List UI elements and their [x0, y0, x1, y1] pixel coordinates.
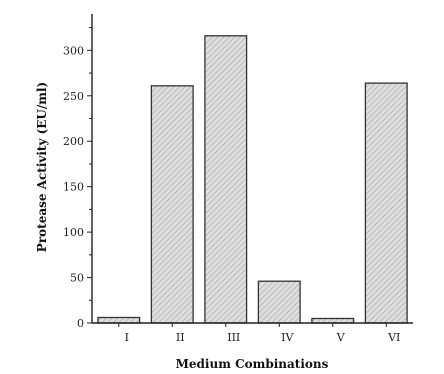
y-tick-label-0: 0 — [77, 317, 84, 330]
y-axis: 0 50 100 150 200 250 300 — [63, 14, 93, 330]
y-axis-title: Protease Activity (EU/ml) — [35, 82, 49, 252]
y-tick-label-50: 50 — [70, 272, 84, 285]
bar-III — [204, 35, 248, 324]
y-tick-label-250: 250 — [63, 90, 84, 103]
y-tick-label-300: 300 — [63, 44, 84, 57]
x-tick-label-I: I — [125, 331, 129, 344]
x-axis: I II III IV V VI — [92, 322, 413, 344]
bar-IV — [257, 280, 301, 324]
x-axis-title: Medium Combinations — [176, 357, 329, 371]
y-tick-label-150: 150 — [63, 181, 84, 194]
bar-II — [150, 85, 194, 324]
x-tick-label-IV: IV — [281, 331, 294, 344]
x-tick-label-II: II — [176, 331, 185, 344]
y-tick-label-200: 200 — [63, 135, 84, 148]
x-tick-label-V: V — [336, 331, 346, 344]
bar-I — [97, 316, 141, 324]
bars-group — [97, 35, 408, 324]
x-tick-label-III: III — [227, 331, 240, 344]
bar-VI — [364, 82, 408, 324]
x-tick-label-VI: VI — [387, 331, 400, 344]
y-tick-label-100: 100 — [63, 226, 84, 239]
